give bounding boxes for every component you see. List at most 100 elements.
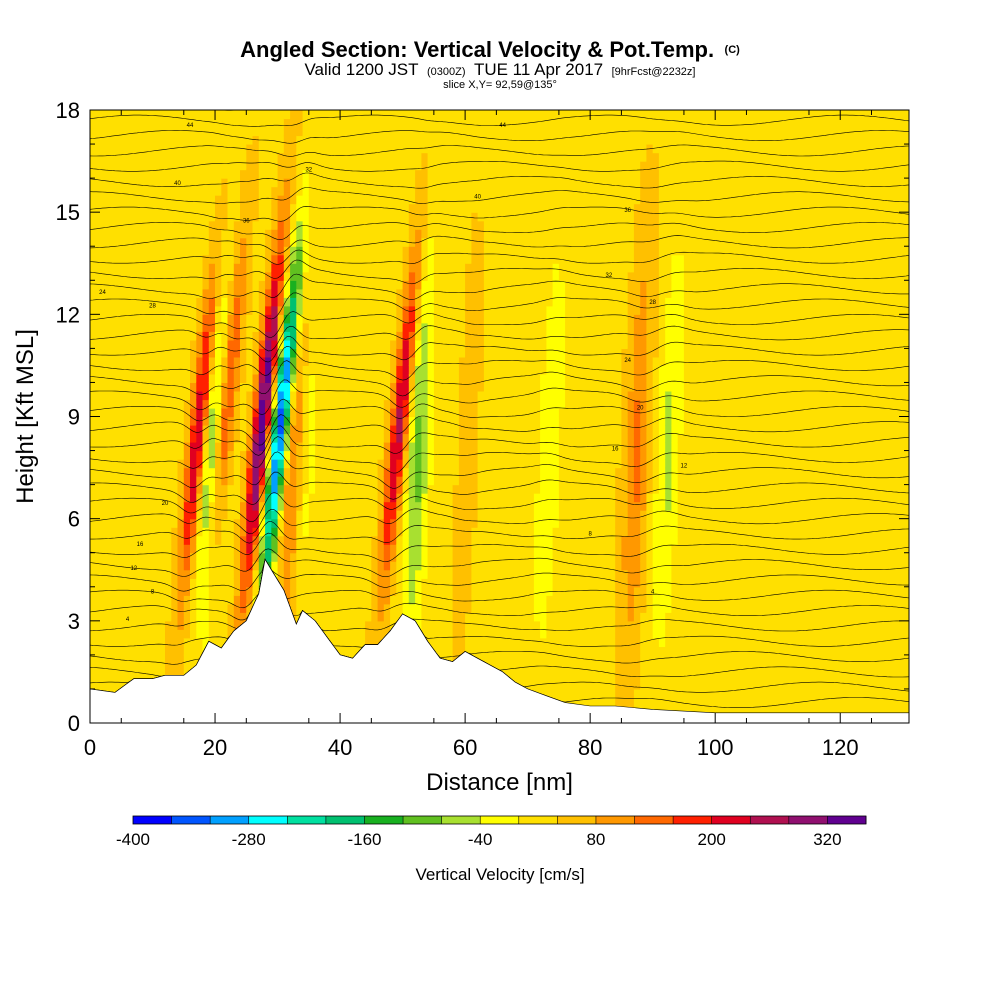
velocity-cell [115,144,122,154]
velocity-cell [396,135,404,145]
velocity-cell [465,399,472,409]
velocity-cell [108,637,116,647]
velocity-cell [165,467,172,477]
velocity-cell [408,510,416,520]
velocity-cell [408,391,416,401]
velocity-cell [515,288,522,298]
velocity-cell [146,152,154,162]
velocity-cell [346,220,354,230]
velocity-cell [502,322,510,332]
velocity-cell [171,288,179,298]
velocity-cell [265,493,272,503]
velocity-cell [290,527,297,537]
velocity-cell [308,501,316,511]
velocity-cell [365,186,372,196]
velocity-cell [371,118,379,128]
velocity-cell [346,118,354,128]
velocity-cell [215,127,222,137]
velocity-cell [340,586,347,596]
velocity-cell [96,110,104,120]
velocity-cell [221,365,229,375]
velocity-cell [496,271,504,281]
velocity-cell [183,118,191,128]
velocity-cell [415,586,422,596]
velocity-cell [371,212,379,222]
velocity-cell [496,442,504,452]
velocity-cell [477,322,485,332]
velocity-cell [190,646,197,656]
velocity-cell [290,382,297,392]
velocity-cell [296,459,304,469]
velocity-cell [190,195,197,205]
velocity-cell [233,425,241,435]
velocity-cell [515,391,522,401]
velocity-cell [508,254,516,264]
velocity-cell [102,169,110,179]
velocity-cell [402,280,410,290]
velocity-cell [296,510,304,520]
velocity-cell [490,442,497,452]
velocity-cell [421,178,429,188]
velocity-cell [327,254,335,264]
velocity-cell [346,237,354,247]
velocity-cell [265,263,272,273]
velocity-cell [233,152,241,162]
velocity-cell [383,425,391,435]
velocity-cell [202,229,210,239]
velocity-cell [158,535,166,545]
velocity-cell [396,331,404,341]
velocity-cell [477,493,485,503]
velocity-cell [377,331,385,341]
velocity-cell [515,110,522,120]
velocity-cell [477,518,485,528]
velocity-cell [108,484,116,494]
velocity-cell [202,476,210,486]
velocity-cell [446,280,454,290]
velocity-cell [221,484,229,494]
velocity-cell [365,263,372,273]
velocity-cell [240,314,247,324]
velocity-cell [446,271,454,281]
velocity-cell [521,603,529,613]
velocity-cell [208,629,216,639]
velocity-cell [340,518,347,528]
velocity-cell [227,305,235,315]
velocity-cell [283,118,291,128]
velocity-cell [477,254,485,264]
velocity-cell [358,612,366,622]
velocity-cell [102,186,110,196]
velocity-cell [296,297,304,307]
velocity-cell [465,314,472,324]
velocity-cell [165,186,172,196]
velocity-cell [440,382,447,392]
velocity-cell [290,416,297,426]
velocity-cell [146,501,154,511]
velocity-cell [165,339,172,349]
velocity-cell [365,459,372,469]
velocity-cell [177,535,185,545]
velocity-cell [465,646,472,656]
velocity-cell [352,391,360,401]
velocity-cell [358,195,366,205]
velocity-cell [346,586,354,596]
velocity-cell [308,152,316,162]
velocity-cell [208,356,216,366]
velocity-cell [365,425,372,435]
velocity-cell [465,297,472,307]
velocity-cell [177,544,185,554]
velocity-cell [252,339,260,349]
velocity-cell [377,280,385,290]
velocity-cell [427,518,435,528]
velocity-cell [215,391,222,401]
velocity-cell [452,288,460,298]
velocity-cell [158,348,166,358]
velocity-cell [208,425,216,435]
velocity-cell [133,663,141,673]
velocity-cell [408,569,416,579]
velocity-cell [265,280,272,290]
velocity-cell [333,186,341,196]
velocity-cell [502,365,510,375]
velocity-cell [146,399,154,409]
velocity-cell [258,442,266,452]
velocity-cell [240,254,247,264]
